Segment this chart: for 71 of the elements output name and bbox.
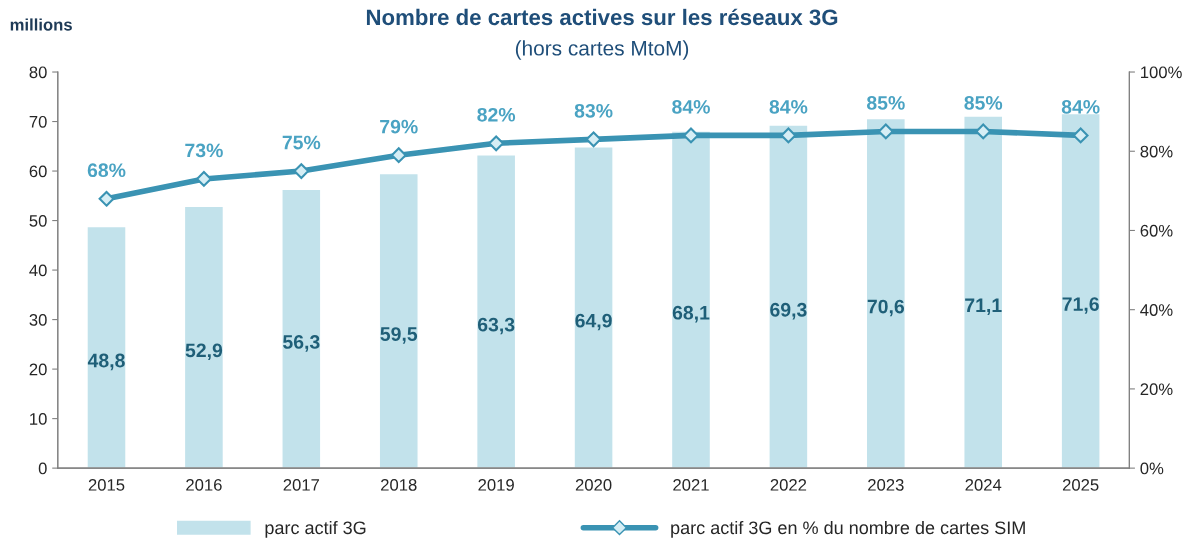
y2-tick-label: 0% bbox=[1140, 462, 1164, 475]
data-label: 75% bbox=[282, 135, 321, 150]
y2-tick-label: 40% bbox=[1140, 304, 1173, 316]
data-label: 84% bbox=[672, 99, 710, 114]
bar bbox=[86, 225, 127, 469]
point bbox=[98, 190, 115, 207]
y-tick-label: 80 bbox=[29, 66, 47, 79]
y-tick-label: 0 bbox=[38, 462, 47, 475]
y-tick-label: 60 bbox=[29, 165, 47, 178]
chart-title: Nombre de cartes actives sur les réseaux 3G bbox=[366, 8, 838, 26]
x-tick-label: 2025 bbox=[1062, 478, 1099, 491]
y-tick-label: 30 bbox=[29, 313, 47, 326]
bar bbox=[475, 154, 517, 469]
data-label: 56,3 bbox=[283, 335, 320, 352]
bar bbox=[1060, 112, 1101, 469]
legend-label: parc actif 3G bbox=[265, 520, 366, 538]
point bbox=[488, 135, 505, 152]
point bbox=[585, 131, 602, 148]
point bbox=[390, 147, 407, 164]
chart-subtitle: (hors cartes MtoM) bbox=[515, 40, 689, 60]
x-tick-label: 2018 bbox=[381, 478, 417, 491]
data-label: 70,6 bbox=[867, 299, 905, 317]
data-label: 63,3 bbox=[477, 317, 515, 335]
bar bbox=[573, 146, 614, 469]
bar bbox=[378, 172, 419, 469]
bar bbox=[963, 115, 1004, 469]
y-tick-label: 40 bbox=[29, 264, 47, 277]
data-label: 84% bbox=[769, 99, 808, 114]
point bbox=[196, 171, 212, 187]
x-tick-label: 2022 bbox=[770, 478, 807, 491]
y-tick-label: 70 bbox=[29, 115, 47, 128]
bar bbox=[281, 188, 322, 469]
y-tick-label: 10 bbox=[30, 413, 47, 425]
data-label: 64,9 bbox=[575, 313, 612, 331]
y-tick-label: 20 bbox=[29, 363, 47, 376]
x-tick-label: 2017 bbox=[283, 478, 320, 491]
data-label: 69,3 bbox=[770, 302, 807, 320]
x-tick-label: 2021 bbox=[673, 478, 709, 491]
x-tick-label: 2016 bbox=[186, 478, 222, 491]
data-label: 68,1 bbox=[672, 305, 710, 323]
y-tick-label: 50 bbox=[29, 214, 47, 227]
data-label: 68% bbox=[87, 163, 126, 178]
data-label: 71,1 bbox=[965, 298, 1002, 315]
x-tick-label: 2019 bbox=[478, 478, 514, 491]
x-tick-label: 2015 bbox=[88, 478, 125, 491]
y-axis-title: millions bbox=[10, 18, 72, 31]
data-label: 85% bbox=[866, 96, 905, 110]
data-label: 83% bbox=[574, 103, 613, 118]
data-label: 59,5 bbox=[380, 327, 418, 344]
data-label: 52,9 bbox=[185, 343, 223, 361]
point bbox=[293, 163, 310, 179]
data-label: 48,8 bbox=[87, 353, 125, 371]
y2-tick-label: 60% bbox=[1140, 224, 1173, 237]
point bbox=[683, 127, 699, 144]
data-label: 84% bbox=[1061, 99, 1100, 114]
bar bbox=[670, 130, 712, 469]
x-tick-label: 2023 bbox=[868, 478, 904, 491]
data-label: 85% bbox=[964, 96, 1003, 110]
bar bbox=[768, 124, 809, 469]
bar bbox=[865, 117, 906, 469]
data-label: 82% bbox=[477, 107, 516, 122]
y2-tick-label: 20% bbox=[1140, 383, 1173, 396]
y2-tick-label: 80% bbox=[1140, 145, 1173, 158]
x-tick-label: 2020 bbox=[575, 478, 612, 491]
x-tick-label: 2024 bbox=[965, 478, 1002, 491]
data-label: 73% bbox=[185, 143, 223, 158]
y2-tick-label: 100% bbox=[1141, 66, 1182, 79]
data-label: 79% bbox=[380, 119, 418, 134]
bar bbox=[183, 205, 225, 469]
legend-label: parc actif 3G en % du nombre de cartes SIM bbox=[671, 520, 1025, 538]
data-label: 71,6 bbox=[1062, 297, 1099, 314]
